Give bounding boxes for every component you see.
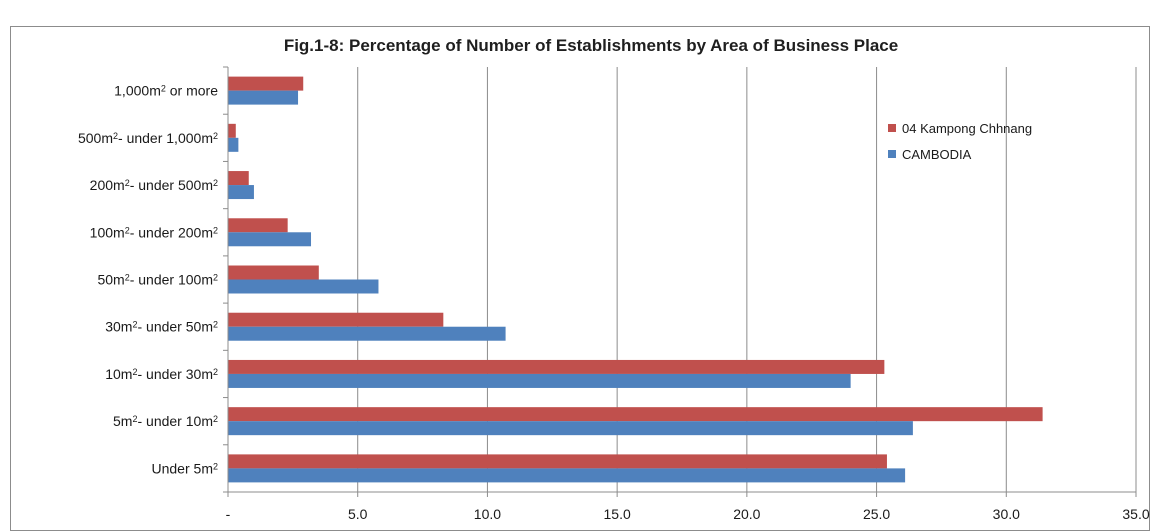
x-tick-label: -	[226, 506, 231, 522]
category-label: 100m2- under 200m2	[90, 224, 218, 240]
legend-swatch	[888, 150, 896, 158]
bar-kampong-chhnang	[228, 454, 887, 469]
bar-kampong-chhnang	[228, 312, 444, 327]
bar-cambodia	[228, 279, 379, 294]
x-tick-label: 5.0	[348, 506, 368, 522]
bar-cambodia	[228, 90, 299, 105]
bar-chart: Fig.1-8: Percentage of Number of Establi…	[78, 36, 1150, 522]
bars	[228, 76, 1043, 483]
legend-swatch	[888, 124, 896, 132]
bar-cambodia	[228, 421, 913, 436]
category-label: 200m2- under 500m2	[90, 177, 218, 193]
x-tick-labels: - 5.0 10.0 15.0 20.0 25.0 30.0 35.0	[226, 506, 1150, 522]
bar-kampong-chhnang	[228, 407, 1043, 422]
bar-cambodia	[228, 185, 254, 200]
x-tick-label: 35.0	[1122, 506, 1149, 522]
category-label: Under 5m2	[152, 460, 219, 476]
legend-label: CAMBODIA	[902, 147, 972, 162]
category-label: 1,000m2 or more	[114, 83, 218, 99]
category-label: 500m2- under 1,000m2	[78, 130, 218, 146]
x-tick-label: 15.0	[604, 506, 631, 522]
bar-cambodia	[228, 326, 506, 341]
bar-kampong-chhnang	[228, 76, 304, 91]
grid-lines	[357, 67, 1137, 492]
x-tick-label: 25.0	[863, 506, 890, 522]
bar-cambodia	[228, 373, 851, 388]
bar-cambodia	[228, 468, 906, 483]
bar-cambodia	[228, 137, 239, 152]
bar-kampong-chhnang	[228, 171, 249, 186]
bar-kampong-chhnang	[228, 218, 288, 233]
x-tick-label: 20.0	[733, 506, 760, 522]
bar-kampong-chhnang	[228, 359, 885, 374]
chart-frame: Fig.1-8: Percentage of Number of Establi…	[10, 26, 1150, 531]
category-label: 5m2- under 10m2	[113, 413, 218, 429]
bar-cambodia	[228, 232, 312, 247]
chart-title: Fig.1-8: Percentage of Number of Establi…	[284, 36, 898, 55]
legend-label: 04 Kampong Chhnang	[902, 121, 1032, 136]
legend: 04 Kampong Chhnang CAMBODIA	[888, 121, 1032, 162]
bar-kampong-chhnang	[228, 123, 236, 138]
axes	[223, 66, 1137, 497]
category-label: 50m2- under 100m2	[97, 272, 218, 288]
x-tick-label: 10.0	[474, 506, 501, 522]
category-label: 30m2- under 50m2	[105, 319, 218, 335]
category-labels: 1,000m2 or more 500m2- under 1,000m2 200m2…	[78, 83, 218, 477]
x-tick-label: 30.0	[993, 506, 1020, 522]
bar-kampong-chhnang	[228, 265, 319, 280]
category-label: 10m2- under 30m2	[105, 366, 218, 382]
